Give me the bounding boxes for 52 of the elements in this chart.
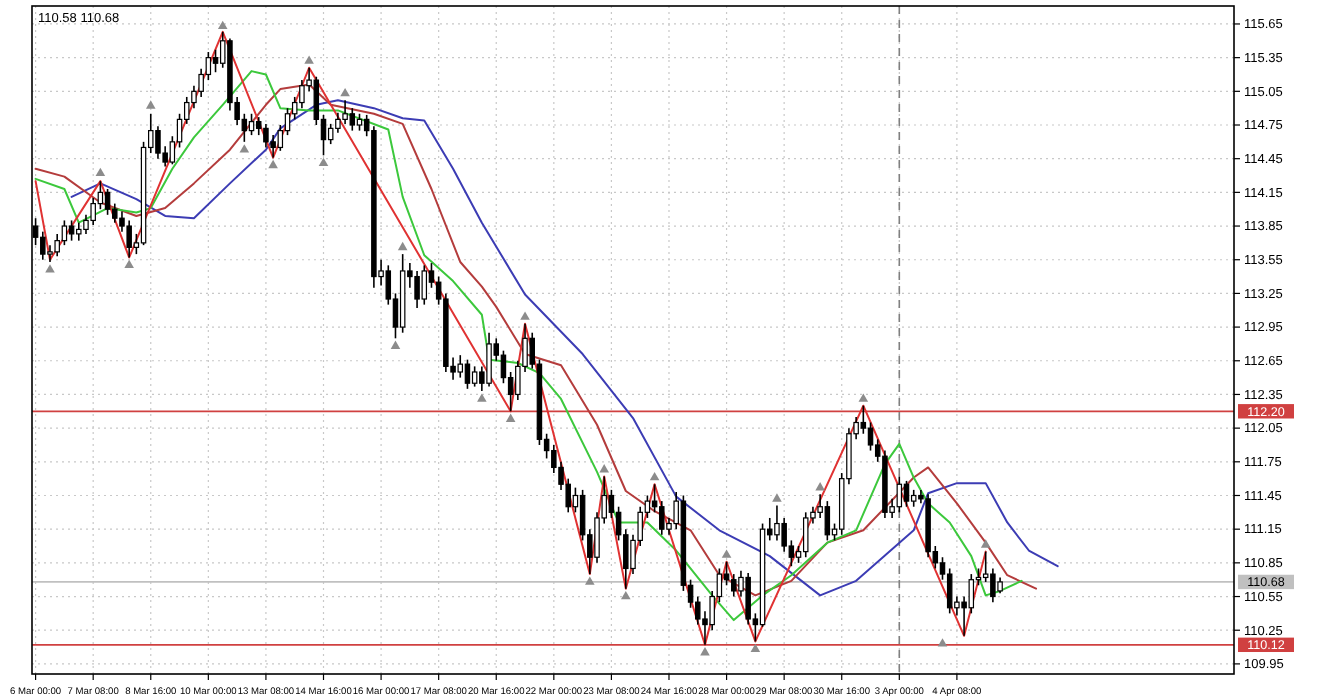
candlestick xyxy=(40,230,46,261)
point xyxy=(750,643,761,653)
point xyxy=(858,393,869,402)
candlestick xyxy=(349,107,356,132)
candlestick xyxy=(464,358,471,390)
point xyxy=(217,20,228,29)
point xyxy=(621,590,631,600)
candlestick xyxy=(802,511,809,559)
candlestick xyxy=(990,567,996,603)
candlestick xyxy=(104,188,111,216)
point xyxy=(318,157,329,166)
point xyxy=(721,549,732,558)
point xyxy=(268,159,278,169)
candlestick xyxy=(903,480,910,508)
candlestick xyxy=(212,48,219,74)
candlestick xyxy=(486,331,492,388)
candlestick xyxy=(731,573,737,598)
point xyxy=(340,88,350,97)
candlestick xyxy=(659,500,665,536)
point xyxy=(304,55,314,64)
candlestick xyxy=(126,219,132,259)
candlestick xyxy=(745,572,751,626)
candlestick xyxy=(61,219,68,246)
candlestick xyxy=(248,112,255,136)
candlestick xyxy=(68,219,75,242)
point xyxy=(815,482,825,491)
candlestick xyxy=(471,365,478,388)
point xyxy=(45,264,55,273)
point xyxy=(239,144,250,153)
candlestick xyxy=(54,233,60,258)
point xyxy=(772,493,782,502)
candlestick xyxy=(457,354,464,379)
point xyxy=(145,100,156,109)
point xyxy=(520,311,530,320)
candlestick xyxy=(414,270,420,309)
point xyxy=(980,539,991,548)
point xyxy=(390,340,401,349)
point xyxy=(505,413,516,422)
point xyxy=(585,576,595,585)
point xyxy=(649,471,660,481)
candlestick xyxy=(421,264,428,306)
point xyxy=(397,241,408,251)
point xyxy=(124,259,134,269)
candlestick xyxy=(824,500,831,542)
point xyxy=(477,393,487,402)
candlestick xyxy=(867,421,874,452)
point xyxy=(95,167,106,177)
candlestick xyxy=(90,197,96,226)
point xyxy=(937,638,948,647)
candlestick xyxy=(774,504,780,542)
candlestick xyxy=(946,567,953,615)
candlestick xyxy=(342,99,348,125)
